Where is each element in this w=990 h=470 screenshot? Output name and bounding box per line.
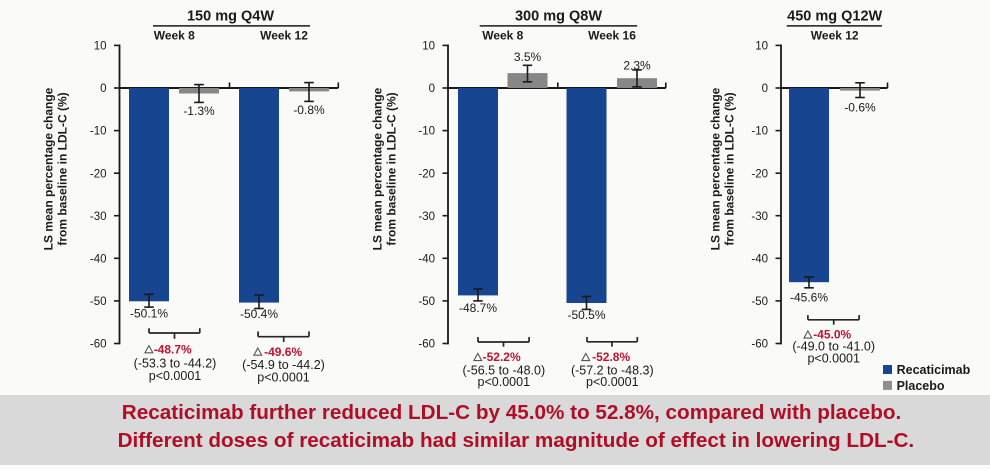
svg-text:Placebo: Placebo — [897, 379, 945, 393]
svg-text:-20: -20 — [90, 168, 107, 180]
svg-text:-60: -60 — [90, 339, 107, 351]
svg-text:-60: -60 — [751, 339, 768, 351]
svg-text:-60: -60 — [418, 339, 435, 351]
svg-text:-10: -10 — [751, 126, 768, 138]
svg-text:450 mg Q12W: 450 mg Q12W — [787, 9, 882, 25]
svg-text:-50.1%: -50.1% — [130, 307, 168, 321]
svg-text:10: 10 — [94, 41, 107, 53]
svg-text:LS mean percentage change: LS mean percentage change — [42, 87, 56, 250]
svg-text:LS mean percentage change: LS mean percentage change — [371, 87, 385, 250]
svg-text:0: 0 — [429, 83, 435, 95]
svg-text:-10: -10 — [90, 126, 107, 138]
svg-text:-48.7%: -48.7% — [459, 301, 497, 315]
svg-text:10: 10 — [422, 41, 435, 53]
svg-text:-50.5%: -50.5% — [567, 308, 605, 322]
svg-text:-30: -30 — [418, 211, 435, 223]
svg-text:Week 16: Week 16 — [588, 29, 636, 43]
svg-text:p<0.0001: p<0.0001 — [807, 351, 860, 365]
svg-text:(-53.3 to -44.2): (-53.3 to -44.2) — [134, 356, 217, 370]
svg-text:-40: -40 — [418, 253, 435, 265]
svg-text:-20: -20 — [751, 168, 768, 180]
svg-text:150 mg Q4W: 150 mg Q4W — [187, 9, 274, 25]
svg-text:-50: -50 — [90, 296, 107, 308]
svg-text:Week 8: Week 8 — [154, 29, 195, 43]
svg-text:-30: -30 — [90, 211, 107, 223]
svg-text:0: 0 — [100, 83, 106, 95]
svg-text:p<0.0001: p<0.0001 — [478, 375, 531, 389]
svg-text:Recaticimab: Recaticimab — [897, 363, 971, 377]
svg-text:p<0.0001: p<0.0001 — [149, 369, 202, 383]
svg-text:Week 8: Week 8 — [482, 29, 523, 43]
svg-text:LS mean percentage change: LS mean percentage change — [709, 87, 723, 250]
svg-text:-50: -50 — [418, 296, 435, 308]
svg-text:300 mg Q8W: 300 mg Q8W — [515, 9, 602, 25]
svg-text:3.5%: 3.5% — [514, 50, 542, 64]
svg-text:Week 12: Week 12 — [811, 29, 859, 43]
svg-text:(-57.2 to -48.3): (-57.2 to -48.3) — [571, 364, 654, 378]
svg-text:Week 12: Week 12 — [260, 29, 308, 43]
svg-text:-52.8%: -52.8% — [592, 350, 630, 364]
svg-text:-20: -20 — [418, 168, 435, 180]
svg-text:-45.6%: -45.6% — [790, 291, 828, 305]
svg-text:0: 0 — [762, 83, 768, 95]
svg-text:from baseline in LDL-C (%): from baseline in LDL-C (%) — [723, 92, 737, 245]
svg-text:-52.2%: -52.2% — [483, 350, 521, 364]
svg-text:from baseline in LDL-C (%): from baseline in LDL-C (%) — [55, 92, 69, 245]
svg-text:2.3%: 2.3% — [623, 58, 651, 72]
svg-text:-1.3%: -1.3% — [183, 104, 215, 118]
svg-text:(-56.5 to -48.0): (-56.5 to -48.0) — [462, 364, 545, 378]
svg-text:10: 10 — [755, 41, 768, 53]
svg-text:-49.6%: -49.6% — [264, 345, 302, 359]
svg-text:-40: -40 — [90, 253, 107, 265]
svg-text:p<0.0001: p<0.0001 — [257, 371, 310, 385]
svg-text:(-49.0 to -41.0): (-49.0 to -41.0) — [792, 340, 875, 354]
svg-text:-40: -40 — [751, 253, 768, 265]
svg-text:-50: -50 — [751, 296, 768, 308]
svg-text:p<0.0001: p<0.0001 — [586, 375, 639, 389]
svg-text:-50.4%: -50.4% — [240, 307, 278, 321]
svg-text:-10: -10 — [418, 126, 435, 138]
svg-text:-48.7%: -48.7% — [154, 342, 192, 356]
svg-text:(-54.9 to -44.2): (-54.9 to -44.2) — [242, 358, 325, 372]
svg-text:Different doses of recaticimab: Different doses of recaticimab had simil… — [118, 429, 915, 452]
svg-text:Recaticimab further reduced LD: Recaticimab further reduced LDL-C by 45.… — [122, 401, 901, 424]
svg-text:-45.0%: -45.0% — [813, 328, 851, 342]
svg-text:-30: -30 — [751, 211, 768, 223]
svg-text:-0.8%: -0.8% — [293, 103, 325, 117]
svg-text:from baseline in LDL-C (%): from baseline in LDL-C (%) — [384, 92, 398, 245]
svg-text:-0.6%: -0.6% — [844, 101, 876, 115]
